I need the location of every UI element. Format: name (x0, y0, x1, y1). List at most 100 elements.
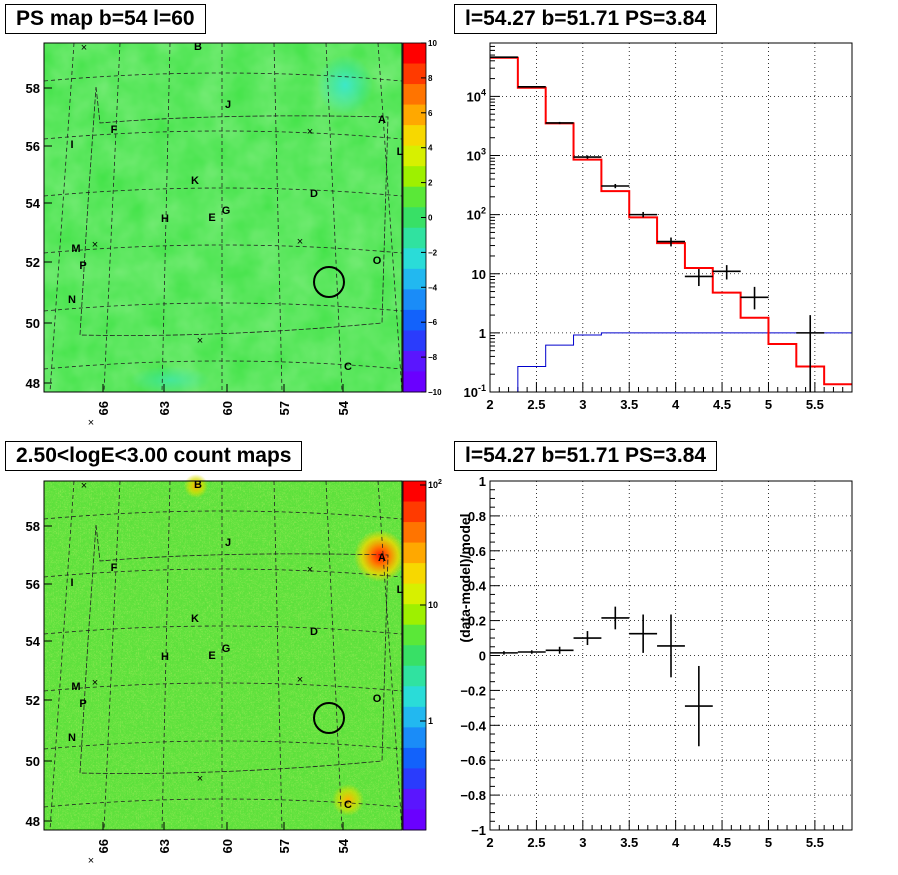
count-map-axes: 66 63 60 57 54 58 56 54 52 50 48 (26, 519, 351, 853)
ps-map-colorbar: 10 8 6 4 2 0 −2 −4 −6 −8 −10 (402, 39, 442, 397)
ps-map-coordinate-grid: × × × × × × (43, 42, 403, 429)
longitude-line (273, 480, 283, 831)
x-tick-label: 4 (672, 835, 680, 850)
cross-marker: × (92, 677, 98, 689)
source-label: G (222, 643, 231, 655)
y-tick-label: 54 (26, 634, 41, 649)
source-a-hotspot (354, 530, 406, 582)
colorbar-band (403, 583, 426, 605)
latitude-line (43, 302, 403, 312)
residual-y-axis-label: (data-model)/model (457, 513, 473, 642)
count-map-colorbar: 102 10 1 (402, 479, 442, 831)
y-tick-label: 10-1 (464, 383, 486, 400)
colorbar-label: 10 (428, 39, 437, 48)
colorbar-label: 8 (428, 74, 433, 83)
latitude-line (43, 625, 403, 635)
longitude-line (325, 480, 343, 831)
source-label: A (378, 114, 386, 126)
y-tick-label: 58 (26, 81, 40, 96)
count-map-texture (44, 481, 402, 830)
source-label: J (225, 99, 231, 111)
x-tick-label: 5 (765, 835, 772, 850)
ps-map-axes: 66 63 60 57 54 58 56 54 52 50 48 (26, 81, 351, 415)
y-tick-label: 58 (26, 519, 40, 534)
ps-map-source-labels: A B C D E F G H I J K L M N O P (68, 41, 404, 373)
x-tick-label: 4 (672, 397, 680, 412)
x-tick-label: 2 (486, 835, 493, 850)
cross-marker: × (297, 236, 303, 248)
x-tick-label: 57 (277, 401, 292, 415)
x-tick-label: 4.5 (713, 397, 731, 412)
latitude-line (43, 72, 403, 82)
count-map-source-labels: A B C D E F G H I J K L M N O P (68, 479, 404, 811)
longitude-line (161, 480, 171, 831)
longitude-line (103, 42, 121, 393)
latitude-line (43, 568, 403, 578)
x-tick-label: 3.5 (620, 397, 638, 412)
source-label: O (373, 693, 382, 705)
colorbar-band (403, 768, 426, 790)
y-tick-label: 104 (467, 87, 486, 104)
x-tick-label: 3 (579, 835, 586, 850)
y-tick-label: −0.8 (460, 788, 486, 803)
longitude-line (377, 480, 403, 831)
y-tick-label: 1 (479, 326, 486, 341)
latitude-line (43, 130, 403, 140)
source-label: B (194, 41, 202, 53)
x-tick-label: 63 (157, 401, 172, 415)
longitude-line (377, 42, 403, 393)
source-label: D (310, 626, 318, 638)
y-tick-label: 0.2 (468, 614, 486, 629)
target-circle (313, 702, 345, 734)
y-tick-label: 48 (26, 376, 40, 391)
source-label: G (222, 205, 231, 217)
colorbar-band (403, 207, 426, 229)
y-tick-label: 10 (472, 267, 486, 282)
target-circle (313, 266, 345, 298)
x-tick-label: 60 (220, 401, 235, 415)
y-tick-label: 48 (26, 814, 40, 829)
roi-outline (79, 86, 389, 336)
colorbar-label: 102 (428, 479, 442, 490)
colorbar-band (403, 43, 426, 65)
spectrum-plot-area (490, 43, 852, 392)
ps-map-frame (43, 42, 403, 393)
x-tick-label: 66 (96, 401, 111, 415)
y-tick-label: −0.4 (460, 718, 486, 733)
colorbar-label: 4 (428, 144, 433, 153)
y-tick-label: 52 (26, 255, 40, 270)
longitude-line (161, 42, 171, 393)
longitude-line (103, 480, 121, 831)
background-model-histogram (490, 332, 852, 393)
colorbar-band (403, 125, 426, 147)
source-label: C (344, 361, 352, 373)
y-tick-label: 1 (479, 474, 486, 489)
y-tick-label: 56 (26, 139, 40, 154)
source-label: F (111, 562, 118, 574)
colorbar-band (403, 665, 426, 687)
source-label: H (161, 651, 169, 663)
colorbar-band (403, 788, 426, 810)
count-map-frame (43, 480, 403, 831)
latitude-line (43, 682, 403, 692)
source-label: O (373, 255, 382, 267)
colorbar-band (403, 481, 426, 503)
y-tick-label: 54 (26, 196, 41, 211)
ps-map-cyan-region (317, 55, 373, 115)
colorbar-band (403, 350, 426, 372)
x-tick-label: 54 (336, 838, 351, 853)
latitude-line (43, 798, 403, 808)
latitude-line (43, 510, 403, 520)
source-label: J (225, 537, 231, 549)
colorbar-label: −8 (428, 353, 438, 362)
x-tick-label: 2.5 (527, 835, 545, 850)
y-tick-label: 0 (479, 649, 486, 664)
source-label: H (161, 213, 169, 225)
y-tick-label: 102 (467, 206, 486, 223)
colorbar-band (403, 248, 426, 270)
colorbar-band (403, 809, 426, 831)
colorbar-band (403, 645, 426, 667)
longitude-line (49, 42, 75, 393)
cross-marker: × (307, 564, 313, 576)
source-label: K (191, 175, 199, 187)
